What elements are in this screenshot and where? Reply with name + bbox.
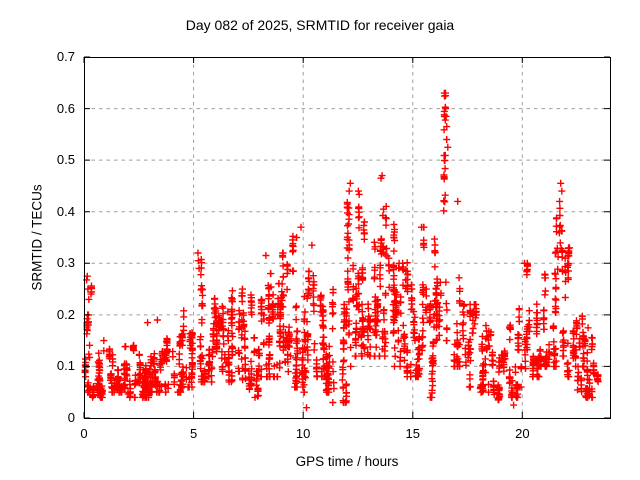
y-tick-label: 0 [67,410,75,425]
x-tick-label: 10 [295,426,311,441]
x-tick-label: 15 [405,426,420,441]
axis-tick-marks [83,56,610,419]
y-tick-label: 0.7 [56,49,75,64]
scatter-points [81,89,602,412]
x-tick-label: 20 [515,426,530,441]
y-tick-label: 0.6 [56,100,75,116]
y-tick-label: 0.4 [56,203,75,219]
x-axis-label: GPS time / hours [295,454,399,469]
y-tick-label: 0.5 [56,152,75,168]
x-tick-label: 5 [189,426,198,441]
x-tick-label: 0 [80,426,88,441]
y-tick-label: 0.1 [56,358,75,374]
y-tick-label: 0.2 [56,306,75,322]
chart-title: Day 082 of 2025, SRMTID for receiver gai… [185,17,455,33]
y-tick-label: 0.3 [56,255,75,271]
plot-border [84,57,611,419]
